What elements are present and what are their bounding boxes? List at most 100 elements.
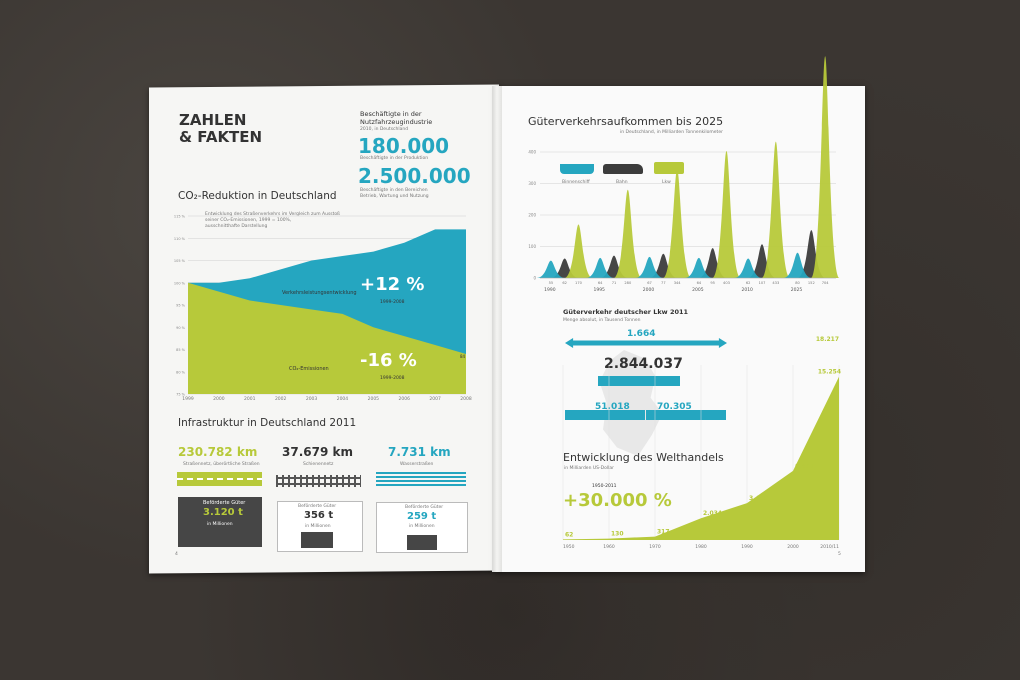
lkw-right-value: 70.305 (657, 402, 692, 412)
magazine-spine (492, 86, 502, 572)
freight-x-tick: 2025 (791, 287, 803, 293)
trade-subtitle: in Milliarden US-Dollar (564, 466, 614, 471)
employees-total-label-1: Beschäftigte in den Bereichen (360, 188, 428, 193)
right-page-number: 5 (838, 552, 841, 557)
train-icon (603, 164, 643, 174)
lkw-left-value: 51.018 (595, 402, 630, 412)
rail-goods-label: Beförderte Güter (298, 504, 337, 509)
co2-label-emission: CO₂-Emissionen (289, 366, 329, 372)
freight-peak-binnenschiff (585, 257, 615, 278)
co2-series-emissions (188, 282, 466, 394)
trade-x-tick: 1980 (695, 544, 707, 550)
co2-x-tick: 2007 (429, 396, 441, 402)
co2-end-value: 84 (460, 354, 466, 359)
arrow-center (598, 376, 680, 386)
freight-x-tick: 1995 (593, 287, 605, 293)
legend-ship-label: Binnenschiff (562, 180, 590, 185)
freight-peak-binnenschiff (635, 256, 664, 278)
freight-peak-label: 62 (746, 281, 751, 285)
co2-x-tick: 1999 (182, 396, 194, 402)
freight-x-tick: 1990 (544, 287, 556, 293)
rail-goods-bar (301, 532, 333, 548)
infra-title: Infrastruktur in Deutschland 2011 (178, 417, 357, 429)
freight-peak-lkw (564, 224, 593, 278)
co2-x-tick: 2000 (213, 396, 225, 402)
freight-peak-lkw (662, 169, 692, 278)
trade-x-tick: 1950 (563, 544, 575, 550)
co2-minus-range: 1999-2008 (380, 376, 405, 381)
trade-area (563, 345, 839, 540)
freight-peak-bahn (550, 258, 579, 278)
co2-minus-value: -16 % (360, 350, 417, 371)
co2-y-tick: 90 % (176, 326, 186, 330)
co2-plus-range: 1999-2008 (380, 300, 405, 305)
co2-x-tick: 2003 (306, 396, 318, 402)
lkw-subtitle: Menge absolut, in Tausend Tonnen (563, 318, 641, 323)
co2-y-tick: 105 % (174, 259, 186, 263)
co2-x-tick: 2008 (460, 396, 472, 402)
rail-goods-box (277, 501, 363, 552)
freight-peak-label: 152 (808, 281, 815, 285)
employees-production-label: Beschäftigte in der Produktion (360, 156, 429, 161)
water-icon (376, 472, 466, 488)
freight-peak-label: 344 (674, 281, 682, 285)
freight-x-tick: 2010 (741, 287, 753, 293)
water-goods-unit: in Millionen (409, 524, 435, 529)
freight-peak-bahn (698, 248, 727, 278)
employees-total-value: 2.500.000 (358, 164, 471, 188)
co2-plus-value: +12 % (360, 274, 425, 295)
freight-peak-bahn (599, 255, 629, 278)
freight-y-tick: 100 (528, 244, 536, 249)
freight-peak-label: 170 (575, 281, 583, 285)
freight-peak-label: 64 (697, 281, 702, 285)
rail-value: 37.679 km (282, 445, 353, 459)
trade-data-label: 15.254 (818, 369, 841, 376)
arrow-top (565, 338, 727, 348)
co2-x-tick: 2005 (368, 396, 380, 402)
truck-icon (654, 162, 684, 174)
freight-y-tick: 0 (533, 276, 536, 281)
water-goods-bar (407, 535, 437, 550)
employees-line-2: Nutzfahrzeugindustrie (360, 118, 433, 126)
trade-x-tick: 1990 (741, 544, 753, 550)
trade-data-label: 2.034 (703, 510, 722, 517)
water-goods-label: Beförderte Güter (405, 505, 444, 510)
rail-goods-unit: in Millionen (305, 524, 331, 529)
trade-x-tick: 1970 (649, 544, 661, 550)
freight-peak-lkw (810, 56, 840, 278)
employees-production-value: 180.000 (358, 134, 450, 158)
co2-x-tick: 2001 (244, 396, 256, 402)
freight-peak-label: 71 (612, 281, 617, 285)
employees-line-3: 2010, in Deutschland (360, 127, 409, 132)
freight-x-tick: 2005 (692, 287, 704, 293)
freight-peak-label: 107 (759, 281, 766, 285)
legend-truck-label: Lkw (662, 180, 671, 185)
road-goods-unit: in Millionen (207, 522, 233, 527)
lkw-center-value: 2.844.037 (604, 356, 683, 372)
road-icon (177, 472, 262, 486)
freight-peak-bahn (649, 253, 678, 278)
co2-x-tick: 2002 (275, 396, 287, 402)
freight-peak-lkw (613, 189, 643, 278)
road-goods-value: 3.120 t (203, 507, 243, 518)
co2-label-traffic: Verkehrsleistungsentwicklung (282, 290, 357, 296)
rail-icon (276, 475, 361, 487)
water-value: 7.731 km (388, 445, 451, 459)
road-goods-box (178, 497, 262, 547)
trade-x-tick: 2010/11 (820, 544, 839, 550)
legend-rail-label: Bahn (616, 180, 628, 185)
freight-peak-bahn (797, 230, 826, 278)
water-goods-value: 259 t (407, 511, 437, 522)
co2-y-tick: 115 % (174, 215, 186, 219)
co2-y-tick: 95 % (176, 304, 186, 308)
trade-x-tick: 2000 (787, 544, 799, 550)
trade-x-tick: 1960 (603, 544, 615, 550)
trade-big-value: +30.000 % (563, 490, 672, 511)
arrow-bottom-left (565, 410, 645, 420)
freight-peak-binnenschiff (684, 257, 714, 278)
co2-note-3: ausschnitthafte Darstellung (205, 224, 268, 229)
left-page-number: 4 (175, 552, 178, 557)
freight-x-tick: 2000 (643, 287, 655, 293)
